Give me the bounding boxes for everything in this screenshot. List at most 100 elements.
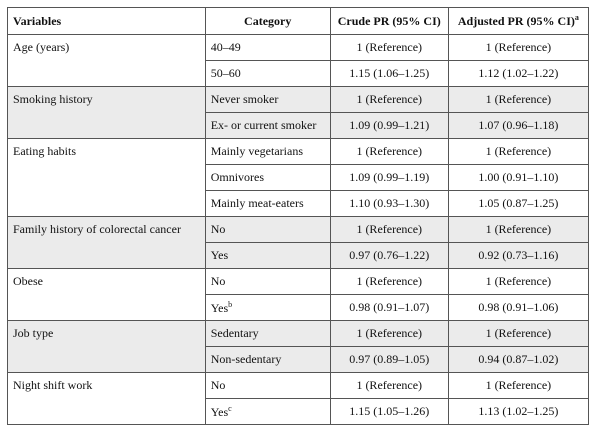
column-header-text: Crude PR (95% CI): [337, 13, 441, 28]
adjusted-pr-cell: 1.13 (1.02–1.25): [447, 398, 590, 425]
crude-pr-cell: 1 (Reference): [329, 216, 449, 243]
adjusted-pr-cell-text: 1 (Reference): [485, 144, 552, 158]
category-cell: 50–60: [204, 60, 331, 87]
adjusted-pr-cell-text: 1.12 (1.02–1.22): [478, 66, 559, 80]
variable-cell: Age (years): [7, 34, 206, 87]
crude-pr-cell: 1.09 (0.99–1.21): [329, 112, 449, 139]
category-cell: Mainly meat-eaters: [204, 190, 331, 217]
column-header-text: Adjusted PR (95% CI): [457, 14, 575, 28]
category-cell-text: Omnivores: [210, 170, 265, 184]
adjusted-pr-cell-text: 1.07 (0.96–1.18): [478, 118, 559, 132]
category-cell: 40–49: [204, 34, 331, 61]
adjusted-pr-cell-text: 1.05 (0.87–1.25): [478, 196, 559, 210]
adjusted-pr-cell: 0.98 (0.91–1.06): [447, 294, 590, 321]
footnote-mark: b: [228, 299, 233, 309]
adjusted-pr-cell: 1.05 (0.87–1.25): [447, 190, 590, 217]
table-row: Smoking history Never smoker 1 (Reference)…: [7, 86, 590, 139]
category-cell: Never smoker: [204, 86, 331, 113]
table-row: Job type Sedentary 1 (Reference) 1 (Referen…: [7, 320, 590, 373]
column-header: Category: [204, 7, 331, 35]
crude-pr-cell-text: 0.97 (0.76–1.22): [349, 248, 430, 262]
category-cell-text: Mainly meat-eaters: [210, 196, 304, 210]
variable-cell-text: Obese: [13, 274, 43, 288]
adjusted-pr-cell: 0.94 (0.87–1.02): [447, 346, 590, 373]
category-cell: Yes: [204, 242, 331, 269]
crude-pr-cell-text: 1.09 (0.99–1.19): [349, 170, 430, 184]
table-row: Omnivores 1.09 (0.99–1.19) 1.00 (0.91–1.10…: [8, 164, 590, 191]
adjusted-pr-cell-text: 1 (Reference): [485, 222, 552, 236]
variable-cell: Family history of colorectal cancer: [7, 216, 206, 269]
adjusted-pr-cell: 1 (Reference): [447, 216, 590, 243]
crude-pr-cell: 1 (Reference): [329, 268, 449, 295]
table-row: Obese No 1 (Reference) 1 (Reference): [7, 268, 590, 321]
crude-pr-cell-text: 1 (Reference): [356, 144, 423, 158]
category-cell-text: Sedentary: [210, 326, 259, 340]
category-cell-text: 40–49: [210, 40, 241, 54]
adjusted-pr-cell-text: 1 (Reference): [485, 40, 552, 54]
table-row: 50–60 1.15 (1.06–1.25) 1.12 (1.02–1.22): [8, 60, 590, 87]
variable-cell-text: Job type: [13, 326, 54, 340]
table-row: Yes 0.97 (0.76–1.22) 0.92 (0.73–1.16): [8, 242, 590, 269]
results-table: Variables Category Crude PR (95% CI) Adjust…: [7, 7, 590, 425]
adjusted-pr-cell-text: 1 (Reference): [485, 274, 552, 288]
adjusted-pr-cell-text: 1 (Reference): [485, 378, 552, 392]
variable-cell-text: Smoking history: [13, 92, 93, 106]
crude-pr-cell-text: 1 (Reference): [356, 274, 423, 288]
variable-cell-text: Age (years): [13, 40, 70, 54]
crude-pr-cell-text: 1 (Reference): [356, 222, 423, 236]
category-cell-text: Yes: [210, 248, 229, 262]
table-row: Mainly meat-eaters 1.10 (0.93–1.30) 1.05 (…: [8, 190, 590, 217]
table-row: Night shift work No 1 (Reference) 1 (Refere…: [7, 372, 590, 425]
variable-cell: Obese: [7, 268, 206, 321]
crude-pr-cell: 0.97 (0.89–1.05): [329, 346, 449, 373]
category-cell: Non-sedentary: [204, 346, 331, 373]
crude-pr-cell-text: 1.09 (0.99–1.21): [349, 118, 430, 132]
category-cell: No: [204, 216, 331, 243]
crude-pr-cell-text: 0.97 (0.89–1.05): [349, 352, 430, 366]
adjusted-pr-cell-text: 1.00 (0.91–1.10): [478, 170, 559, 184]
category-cell: No: [204, 372, 331, 399]
category-cell-text: Yes: [210, 404, 229, 419]
category-cell: Sedentary: [204, 320, 331, 347]
adjusted-pr-cell: 1 (Reference): [447, 320, 590, 347]
crude-pr-cell: 1 (Reference): [329, 372, 449, 399]
crude-pr-cell: 1 (Reference): [329, 138, 449, 165]
column-header-text: Variables: [13, 13, 62, 28]
adjusted-pr-cell-text: 1 (Reference): [485, 92, 552, 106]
crude-pr-cell: 1 (Reference): [329, 320, 449, 347]
crude-pr-cell: 0.97 (0.76–1.22): [329, 242, 449, 269]
adjusted-pr-cell: 1 (Reference): [447, 372, 590, 399]
adjusted-pr-cell-text: 0.94 (0.87–1.02): [478, 352, 559, 366]
adjusted-pr-cell-text: 1 (Reference): [485, 326, 552, 340]
crude-pr-cell: 1.15 (1.05–1.26): [329, 398, 449, 425]
crude-pr-cell: 1 (Reference): [329, 34, 449, 61]
variable-cell: Job type: [7, 320, 206, 373]
crude-pr-cell-text: 1 (Reference): [356, 326, 423, 340]
category-cell-text: No: [210, 274, 226, 288]
category-cell-text: Never smoker: [210, 92, 279, 106]
category-cell-text: Ex- or current smoker: [210, 118, 317, 132]
category-cell-text: Non-sedentary: [210, 352, 282, 366]
crude-pr-cell-text: 1 (Reference): [356, 378, 423, 392]
category-cell-text: Mainly vegetarians: [210, 144, 303, 158]
variable-cell: Smoking history: [7, 86, 206, 139]
adjusted-pr-cell: 1 (Reference): [447, 138, 590, 165]
footnote-mark: a: [574, 13, 579, 22]
crude-pr-cell-text: 0.98 (0.91–1.07): [349, 300, 430, 314]
table-row: Family history of colorectal cancer No 1 (…: [7, 216, 590, 269]
adjusted-pr-cell: 1.07 (0.96–1.18): [447, 112, 590, 139]
adjusted-pr-cell-text: 0.98 (0.91–1.06): [478, 300, 559, 314]
adjusted-pr-cell-text: 1.13 (1.02–1.25): [478, 404, 559, 418]
variable-cell: Eating habits: [7, 138, 206, 217]
header-row: Variables Category Crude PR (95% CI) Adjust…: [7, 7, 590, 35]
category-cell-text: No: [210, 378, 226, 392]
category-cell-text: 50–60: [210, 66, 241, 80]
variable-cell-text: Family history of colorectal cancer: [13, 222, 181, 236]
category-cell-text: No: [210, 222, 226, 236]
category-cell: Omnivores: [204, 164, 331, 191]
adjusted-pr-cell: 1 (Reference): [447, 34, 590, 61]
adjusted-pr-cell: 1 (Reference): [447, 268, 590, 295]
table-row: Yesc 1.15 (1.05–1.26) 1.13 (1.02–1.25): [8, 398, 590, 425]
category-cell-text: Yes: [210, 300, 229, 315]
